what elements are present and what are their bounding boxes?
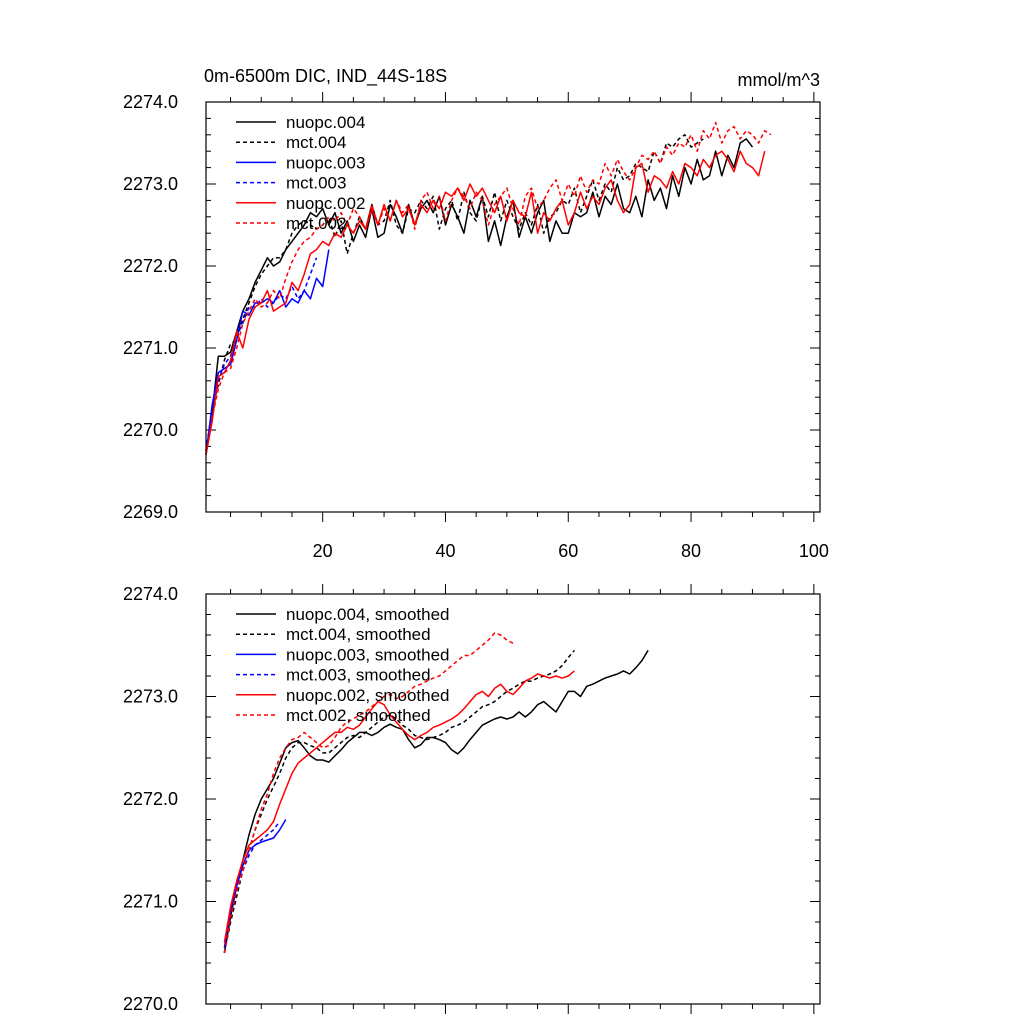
top-panel-title: 0m-6500m DIC, IND_44S-18S — [204, 66, 447, 87]
series-line-mct-004 — [205, 134, 704, 451]
bottom-legend-label: nuopc.003, smoothed — [286, 645, 450, 664]
series-line-mct-002-smoothed — [223, 632, 514, 953]
bottom-legend-label: mct.002, smoothed — [286, 706, 431, 725]
bottom-y-tick-label: 2270.0 — [123, 994, 178, 1014]
top-y-tick-label: 2274.0 — [123, 92, 178, 112]
top-panel-units: mmol/m^3 — [738, 70, 820, 90]
top-y-tick-label: 2269.0 — [123, 502, 178, 522]
top-y-tick-label: 2273.0 — [123, 174, 178, 194]
series-line-mct-004-smoothed — [223, 649, 575, 953]
bottom-legend-label: mct.004, smoothed — [286, 625, 431, 644]
top-legend-label: mct.004 — [286, 133, 346, 152]
bottom-legend-label: nuopc.002, smoothed — [286, 686, 450, 705]
top-x-tick-label: 20 — [313, 541, 333, 561]
bottom-panel: 2270.0 2271.0 2272.0 2273.0 2274.0 nuopc… — [123, 584, 821, 1014]
top-y-tick-labels: 2269.0 2270.0 2271.0 2272.0 2273.0 2274.… — [123, 92, 178, 522]
bottom-legend-label: mct.003, smoothed — [286, 666, 431, 685]
series-line-nuopc-003-smoothed — [223, 819, 287, 948]
top-legend-label: mct.003 — [286, 174, 346, 193]
top-series-lines — [205, 121, 772, 455]
bottom-y-tick-label: 2271.0 — [123, 892, 178, 912]
bottom-y-tick-label: 2273.0 — [123, 687, 178, 707]
top-y-tick-label: 2270.0 — [123, 420, 178, 440]
top-legend: nuopc.004 mct.004 nuopc.003 mct.003 nuop… — [236, 113, 365, 233]
bottom-y-tick-labels: 2270.0 2271.0 2272.0 2273.0 2274.0 — [123, 584, 178, 1014]
top-legend-label: nuopc.002 — [286, 194, 365, 213]
series-line-nuopc-004-smoothed — [223, 650, 649, 953]
bottom-plot-frame — [205, 593, 821, 1005]
bottom-series-lines — [223, 632, 649, 953]
series-line-nuopc-004 — [205, 138, 754, 455]
top-x-tick-label: 80 — [681, 541, 701, 561]
top-legend-label: nuopc.003 — [286, 153, 365, 172]
bottom-legend: nuopc.004, smoothed mct.004, smoothed nu… — [236, 605, 450, 725]
bottom-legend-label: nuopc.004, smoothed — [286, 605, 450, 624]
top-y-tick-label: 2271.0 — [123, 338, 178, 358]
series-line-nuopc-002 — [205, 150, 766, 455]
top-legend-label: nuopc.004 — [286, 113, 365, 132]
series-line-mct-002 — [205, 121, 772, 455]
top-x-tick-label: 60 — [558, 541, 578, 561]
top-plot-frame — [205, 101, 821, 513]
top-x-tick-label: 40 — [435, 541, 455, 561]
top-panel: 0m-6500m DIC, IND_44S-18S mmol/m^3 2269.… — [123, 66, 829, 561]
series-line-nuopc-002-smoothed — [223, 670, 575, 943]
top-legend-label: mct.002 — [286, 214, 346, 233]
bottom-y-tick-label: 2272.0 — [123, 789, 178, 809]
bottom-y-tick-label: 2274.0 — [123, 584, 178, 604]
top-x-tick-label: 100 — [799, 541, 829, 561]
top-x-tick-labels: 20 40 60 80 100 — [313, 541, 829, 561]
top-y-tick-label: 2272.0 — [123, 256, 178, 276]
series-line-nuopc-003 — [205, 249, 330, 455]
